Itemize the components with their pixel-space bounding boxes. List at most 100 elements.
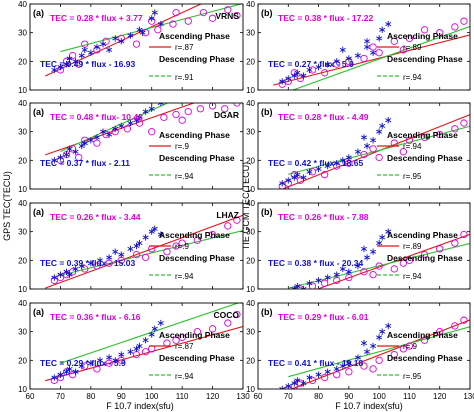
ascending-point [87, 49, 94, 56]
asterisk-stroke [306, 375, 313, 380]
ascending-point [291, 174, 298, 181]
ascending-point [106, 46, 113, 54]
asterisk-stroke [72, 369, 79, 374]
asterisk-stroke [281, 387, 286, 389]
x-tick-label: 110 [176, 392, 189, 401]
asterisk-stroke [354, 264, 361, 269]
asterisk-stroke [133, 244, 140, 248]
asterisk-stroke [339, 47, 346, 52]
descending-equation: TEC = 0.26 * flux - 7.88 [278, 212, 369, 222]
y-tick-label: 40 [18, 0, 27, 9]
panel-frame [29, 302, 244, 390]
asterisk-stroke [87, 50, 94, 55]
ascending-point [354, 148, 361, 155]
descending-point [375, 49, 383, 57]
ascending-point [142, 234, 149, 241]
descending-point [399, 148, 408, 156]
descending-point [360, 54, 368, 63]
ascending-point [279, 385, 286, 389]
descending-point [132, 40, 141, 48]
asterisk-stroke [51, 158, 58, 163]
ascending-point [376, 334, 383, 341]
ascending-point [127, 119, 134, 127]
ascending-point [118, 351, 125, 358]
descending-point [75, 153, 83, 162]
ascending-point [345, 154, 352, 161]
ascending-equation: TEC = 0.38 * flux - 20.34 [268, 258, 363, 268]
asterisk-stroke [385, 22, 392, 27]
asterisk-stroke [112, 36, 119, 41]
ascending-point [324, 61, 331, 68]
ascending-point [106, 354, 113, 361]
asterisk-stroke [118, 252, 125, 257]
y-tick-label: 30 [246, 228, 255, 237]
asterisk-stroke [142, 235, 149, 240]
ascending-point [339, 157, 346, 164]
asterisk-stroke [364, 45, 371, 49]
descending-point [233, 216, 241, 224]
legend-ascending-r: r=.9 [403, 342, 418, 351]
descending-point [399, 46, 408, 54]
ascending-point [133, 117, 140, 124]
ascending-point [364, 254, 371, 261]
asterisk-stroke [345, 155, 352, 160]
ascending-point [151, 9, 158, 16]
y-tick-label: 20 [18, 57, 27, 66]
y-tick-label: 40 [18, 299, 27, 308]
panel-3: 10 20 30 40 (a) TEC = 0.48 * flux- 10.48 DGAR T… [18, 99, 244, 194]
x-tick-label: 80 [314, 392, 323, 401]
asterisk-stroke [118, 39, 125, 44]
legend-ascending-r: r=.87 [175, 342, 194, 351]
ascending-equation: TEC = 0.49 * flux - 16.93 [40, 59, 135, 69]
asterisk-stroke [300, 287, 305, 289]
ascending-point [136, 114, 143, 121]
descending-point [320, 279, 329, 287]
descending-point [208, 230, 217, 239]
descending-point [375, 356, 383, 364]
asterisk-stroke [370, 50, 377, 55]
ascending-point [300, 174, 307, 181]
ascending-point [279, 292, 285, 298]
ascending-point [291, 285, 298, 289]
ascending-point [339, 46, 346, 54]
ascending-point [364, 38, 371, 45]
ascending-point [96, 357, 103, 364]
asterisk-stroke [370, 138, 377, 143]
ascending-point [81, 139, 88, 147]
descending-point [405, 34, 414, 43]
legend-descending-r: r=.95 [403, 372, 422, 381]
ascending-point [306, 280, 313, 287]
ascending-point [370, 248, 377, 255]
asterisk-stroke [57, 272, 64, 277]
descending-point [172, 336, 180, 344]
y-tick-label: 20 [246, 156, 255, 165]
ascending-point [385, 228, 392, 235]
descending-point [233, 11, 241, 20]
asterisk-stroke [293, 287, 298, 289]
descending-point [193, 328, 202, 336]
y-tick-label: 10 [246, 385, 255, 394]
panel-label: (b) [261, 107, 273, 117]
asterisk-stroke [72, 59, 79, 64]
y-tick-label: 20 [246, 57, 255, 66]
asterisk-stroke [72, 266, 79, 271]
panel-frame [29, 3, 244, 91]
panel-label: (a) [33, 107, 44, 117]
descending-equation: TEC = 0.29 * flux - 6.01 [278, 312, 369, 322]
descending-point [375, 153, 383, 162]
asterisk-stroke [159, 103, 164, 105]
descending-point [163, 248, 171, 256]
descending-point [292, 288, 297, 289]
asterisk-stroke [302, 287, 307, 289]
descending-point [196, 105, 205, 113]
descending-point [420, 133, 429, 142]
ascending-point [279, 78, 286, 85]
ascending-point [72, 148, 79, 155]
descending-point [184, 107, 192, 116]
asterisk-stroke [157, 103, 162, 105]
legend-descending-label: Descending Phase [387, 153, 463, 163]
y-tick-label: 40 [18, 99, 27, 108]
ascending-point [142, 337, 149, 344]
ascending-point [333, 271, 340, 278]
ascending-point [78, 262, 85, 270]
